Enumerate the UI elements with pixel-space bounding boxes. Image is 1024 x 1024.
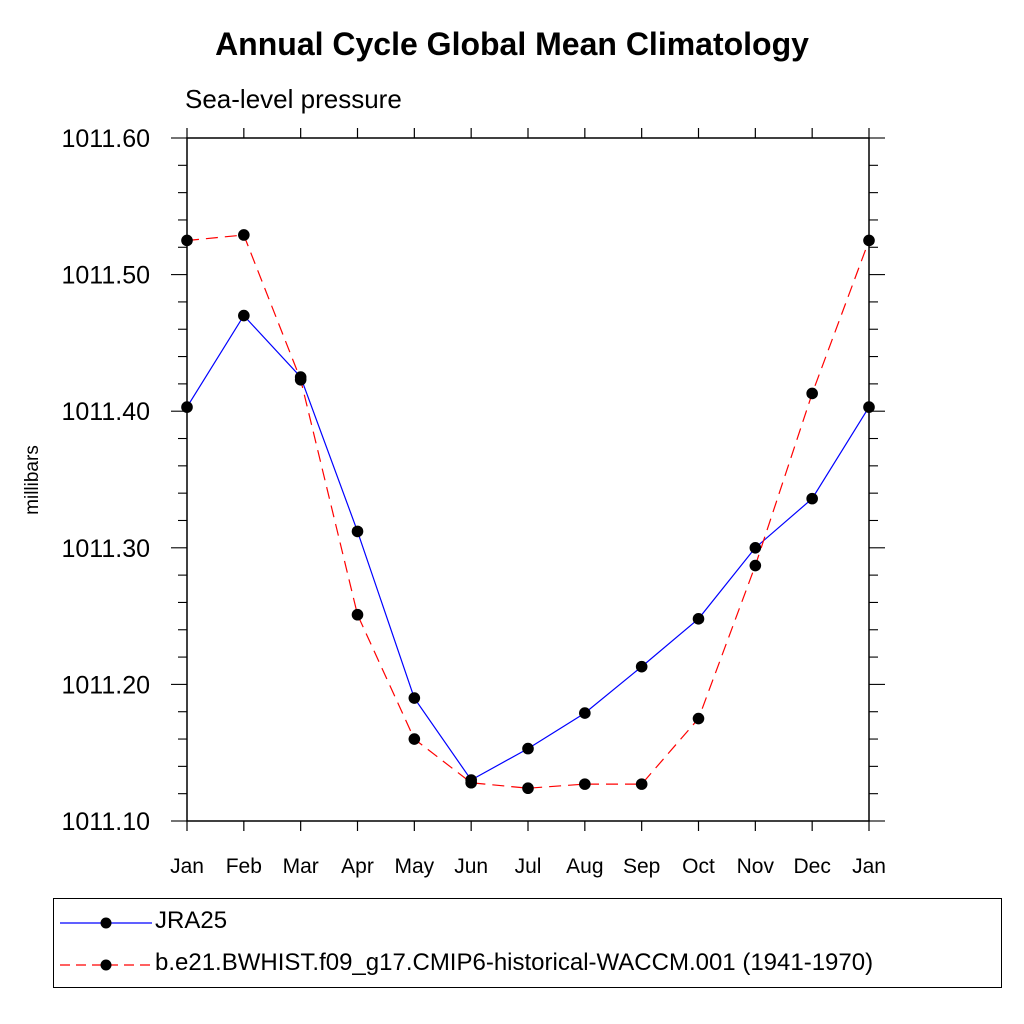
series-line-0: [186, 314, 870, 781]
y-tick-label: 1011.50: [61, 262, 150, 290]
legend-swatch-solid: [60, 917, 152, 929]
data-point-series-0: [692, 613, 705, 625]
chart-subtitle: Sea-level pressure: [185, 84, 402, 114]
x-tick-label: Nov: [737, 855, 775, 878]
data-point-series-1: [692, 712, 705, 725]
series-line-1: [186, 234, 870, 789]
x-tick-label: Oct: [682, 855, 715, 878]
data-point-series-1: [522, 782, 534, 795]
data-point-series-1: [465, 776, 477, 789]
data-point-series-1: [238, 229, 250, 241]
data-point-series-0: [181, 401, 193, 413]
x-tick-label: Sep: [623, 855, 660, 878]
data-point-series-0: [522, 742, 534, 755]
y-tick-label: 1011.40: [61, 398, 150, 426]
legend-entry-waccm: b.e21.BWHIST.f09_g17.CMIP6-historical-WA…: [54, 947, 999, 983]
data-point-series-1: [806, 387, 818, 400]
data-point-series-1: [351, 608, 364, 621]
y-tick-label: 1011.30: [61, 535, 150, 563]
data-point-series-0: [806, 492, 818, 505]
legend-entry-jra25: JRA25: [54, 905, 999, 941]
y-tick-label: 1011.20: [61, 671, 150, 699]
data-point-series-1: [635, 778, 648, 790]
x-tick-label: Dec: [793, 855, 830, 878]
x-tick-label: Jun: [454, 855, 488, 878]
data-point-series-1: [863, 234, 875, 247]
data-point-series-1: [294, 373, 307, 386]
legend: JRA25 b.e21.BWHIST.f09_g17.CMIP6-histori…: [53, 898, 1002, 988]
x-tick-label: Feb: [226, 855, 262, 878]
data-point-series-0: [749, 542, 762, 554]
axis-labels: Jan Feb Mar Apr May Jun Jul Aug Sep Oct Nov Dec Jan 1…: [61, 125, 885, 878]
x-tick-label: Apr: [341, 855, 374, 878]
legend-label: JRA25: [155, 907, 228, 934]
data-point-series-1: [749, 559, 762, 572]
data-point-series-1: [408, 733, 421, 745]
data-point-series-1: [579, 778, 591, 790]
data-point-series-0: [351, 525, 364, 538]
plot-frame: [186, 137, 870, 822]
y-tick-label: 1011.10: [61, 808, 150, 836]
x-tick-label: Aug: [566, 855, 603, 878]
axis-ticks: [171, 128, 885, 831]
x-tick-label: May: [394, 855, 434, 878]
y-tick-label: 1011.60: [61, 125, 150, 153]
series-layer: [181, 229, 875, 795]
data-point-series-0: [635, 660, 648, 673]
data-point-series-0: [863, 401, 875, 413]
data-point-series-0: [579, 707, 591, 719]
data-point-series-0: [408, 692, 421, 704]
data-point-series-1: [181, 234, 193, 247]
legend-label: b.e21.BWHIST.f09_g17.CMIP6-historical-WA…: [155, 949, 874, 976]
y-axis-label: millibars: [22, 445, 43, 515]
x-tick-label: Jan: [852, 855, 886, 878]
chart-title: Annual Cycle Global Mean Climatology: [215, 26, 809, 62]
x-tick-label: Jul: [515, 855, 542, 878]
data-point-series-0: [238, 309, 250, 322]
legend-swatch-dashed: [60, 959, 152, 971]
x-tick-label: Jan: [170, 855, 204, 878]
x-tick-label: Mar: [283, 855, 319, 878]
